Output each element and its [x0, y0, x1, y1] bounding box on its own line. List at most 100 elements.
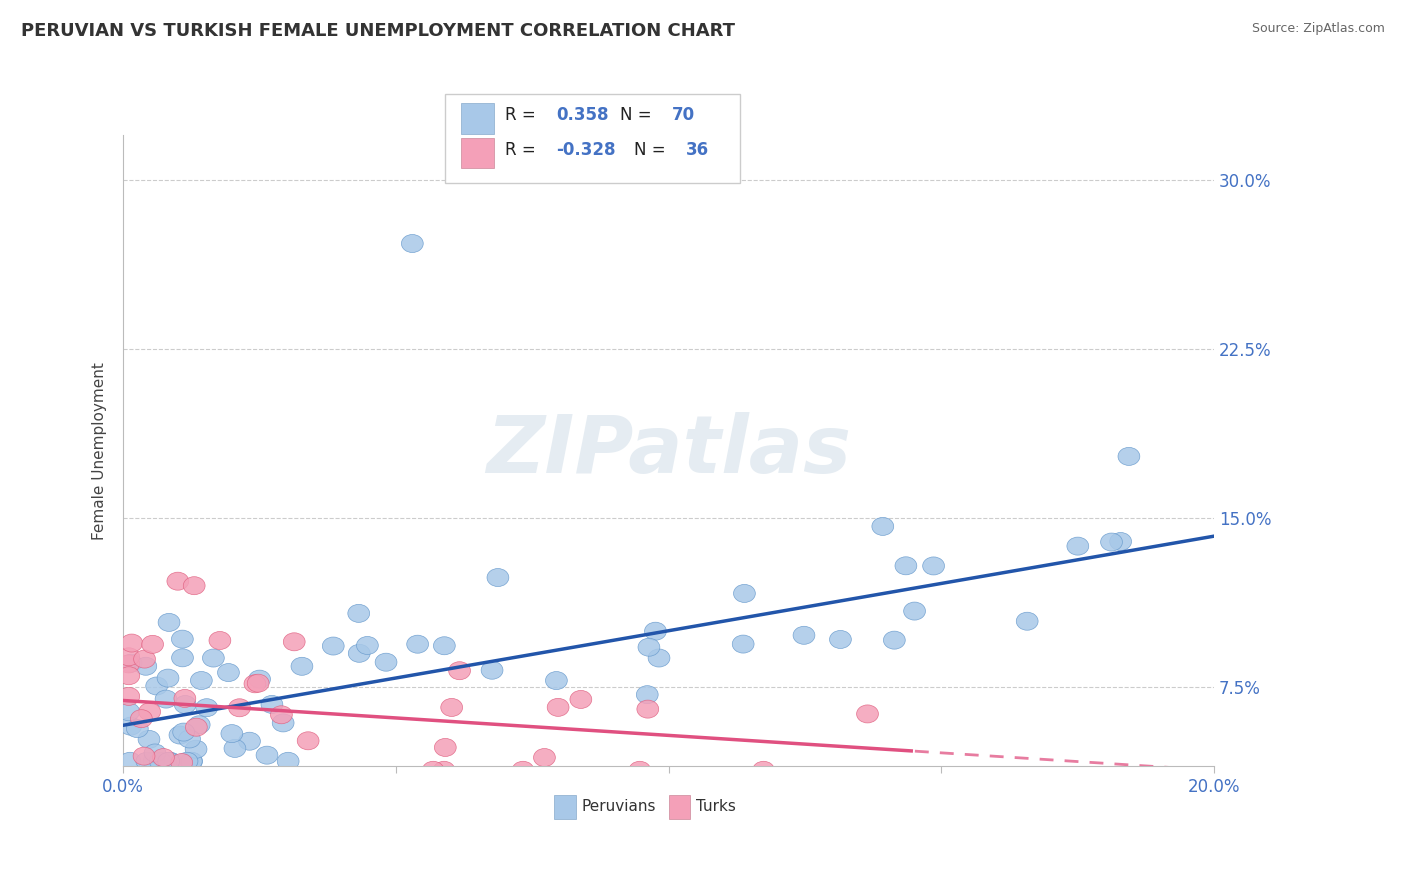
FancyBboxPatch shape	[461, 138, 494, 169]
Ellipse shape	[134, 747, 155, 765]
Ellipse shape	[188, 715, 209, 734]
Ellipse shape	[322, 637, 344, 655]
FancyBboxPatch shape	[669, 795, 690, 819]
Ellipse shape	[1067, 537, 1088, 555]
Ellipse shape	[904, 602, 925, 620]
Ellipse shape	[229, 698, 250, 717]
Text: 36: 36	[686, 141, 709, 159]
Ellipse shape	[752, 761, 775, 780]
Text: N =: N =	[634, 141, 671, 159]
Ellipse shape	[149, 752, 172, 771]
Ellipse shape	[512, 761, 534, 780]
Ellipse shape	[546, 672, 567, 690]
Ellipse shape	[174, 696, 195, 714]
Ellipse shape	[648, 649, 669, 667]
FancyBboxPatch shape	[461, 103, 494, 134]
Ellipse shape	[1118, 448, 1140, 466]
Ellipse shape	[118, 655, 139, 673]
Ellipse shape	[349, 644, 370, 663]
Ellipse shape	[440, 698, 463, 716]
Ellipse shape	[256, 746, 278, 764]
Text: ZIPatlas: ZIPatlas	[486, 411, 851, 490]
Ellipse shape	[277, 752, 299, 771]
Ellipse shape	[131, 710, 152, 728]
Ellipse shape	[118, 666, 139, 685]
Ellipse shape	[167, 572, 188, 591]
Ellipse shape	[247, 674, 269, 692]
Ellipse shape	[375, 653, 396, 671]
Text: R =: R =	[505, 106, 541, 124]
Ellipse shape	[120, 752, 141, 771]
Ellipse shape	[856, 705, 879, 723]
Ellipse shape	[733, 635, 754, 653]
Ellipse shape	[486, 568, 509, 587]
Ellipse shape	[239, 732, 260, 750]
Ellipse shape	[190, 672, 212, 690]
Ellipse shape	[179, 730, 201, 748]
Ellipse shape	[135, 657, 156, 675]
Ellipse shape	[118, 703, 139, 721]
Text: 0.358: 0.358	[557, 106, 609, 124]
Ellipse shape	[406, 635, 429, 653]
Text: N =: N =	[620, 106, 657, 124]
Text: -0.328: -0.328	[557, 141, 616, 159]
Ellipse shape	[138, 731, 160, 748]
Ellipse shape	[170, 754, 193, 772]
Ellipse shape	[734, 584, 755, 602]
Ellipse shape	[1017, 612, 1038, 631]
Ellipse shape	[638, 638, 659, 657]
Ellipse shape	[628, 761, 651, 780]
Ellipse shape	[872, 517, 894, 535]
Ellipse shape	[224, 739, 246, 757]
Ellipse shape	[284, 632, 305, 651]
Ellipse shape	[155, 690, 177, 708]
Ellipse shape	[1109, 533, 1132, 550]
Text: R =: R =	[505, 141, 541, 159]
Ellipse shape	[218, 664, 239, 681]
Text: Turks: Turks	[696, 799, 735, 814]
Ellipse shape	[434, 739, 456, 756]
Ellipse shape	[120, 654, 142, 673]
Ellipse shape	[202, 649, 225, 667]
Ellipse shape	[146, 677, 167, 695]
Ellipse shape	[569, 690, 592, 708]
Ellipse shape	[291, 657, 312, 675]
Text: PERUVIAN VS TURKISH FEMALE UNEMPLOYMENT CORRELATION CHART: PERUVIAN VS TURKISH FEMALE UNEMPLOYMENT …	[21, 22, 735, 40]
Ellipse shape	[118, 688, 139, 706]
Y-axis label: Female Unemployment: Female Unemployment	[93, 361, 107, 540]
Ellipse shape	[270, 706, 292, 723]
Ellipse shape	[221, 724, 243, 743]
Ellipse shape	[922, 557, 945, 575]
Ellipse shape	[449, 662, 471, 680]
Ellipse shape	[142, 635, 163, 653]
Ellipse shape	[195, 698, 218, 716]
Ellipse shape	[172, 648, 194, 667]
Ellipse shape	[186, 740, 207, 758]
Text: 70: 70	[672, 106, 695, 124]
Ellipse shape	[422, 761, 444, 780]
Ellipse shape	[637, 686, 658, 704]
Ellipse shape	[134, 650, 156, 668]
Ellipse shape	[249, 670, 270, 688]
Ellipse shape	[118, 648, 139, 665]
Ellipse shape	[547, 698, 569, 716]
Ellipse shape	[481, 661, 503, 679]
Ellipse shape	[637, 700, 658, 718]
Ellipse shape	[883, 632, 905, 649]
Ellipse shape	[830, 631, 852, 648]
Ellipse shape	[121, 634, 142, 652]
FancyBboxPatch shape	[554, 795, 576, 819]
Ellipse shape	[357, 637, 378, 655]
Ellipse shape	[644, 623, 666, 640]
Text: Source: ZipAtlas.com: Source: ZipAtlas.com	[1251, 22, 1385, 36]
Ellipse shape	[172, 630, 193, 648]
Ellipse shape	[186, 718, 207, 736]
Ellipse shape	[209, 632, 231, 649]
Ellipse shape	[433, 761, 456, 780]
Ellipse shape	[896, 557, 917, 574]
Ellipse shape	[402, 235, 423, 252]
Ellipse shape	[173, 723, 194, 741]
Ellipse shape	[143, 744, 166, 762]
Ellipse shape	[433, 637, 456, 655]
Ellipse shape	[169, 726, 191, 744]
